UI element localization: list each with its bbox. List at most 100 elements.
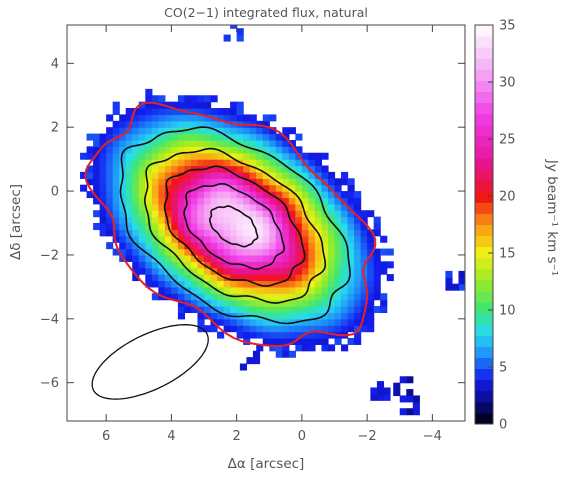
heatmap-cell [158, 286, 166, 294]
contour-line [84, 101, 377, 348]
colorbar-segment [475, 257, 493, 270]
heatmap-cell [197, 286, 205, 294]
heatmap-cell [367, 267, 375, 275]
heatmap-cell [171, 120, 179, 128]
heatmap-cell [256, 267, 264, 275]
heatmap-cell [269, 171, 277, 179]
heatmap-cell [197, 267, 205, 275]
heatmap-cell [177, 210, 186, 218]
heatmap-cell [341, 267, 349, 275]
colorbar-segment [475, 58, 493, 70]
heatmap-cell [125, 114, 133, 122]
heatmap-cell [282, 280, 290, 288]
heatmap-cell [282, 159, 290, 167]
heatmap-cell [308, 325, 316, 333]
heatmap-cell [184, 152, 192, 160]
heatmap-cell [341, 344, 349, 352]
heatmap-cell [308, 344, 316, 352]
heatmap-cell [256, 254, 264, 262]
heatmap-cell [106, 223, 114, 230]
heatmap-cell [321, 178, 329, 186]
heatmap-cell [145, 210, 153, 218]
heatmap-cell [321, 184, 329, 192]
heatmap-cell [145, 146, 153, 154]
heatmap-cell [243, 274, 251, 282]
heatmap-cell [275, 312, 283, 320]
heatmap-cell [158, 139, 166, 147]
heatmap-cell [184, 280, 192, 288]
heatmap-cell [249, 133, 257, 141]
heatmap-cell [230, 242, 238, 250]
colorbar-segment [475, 335, 493, 347]
heatmap-cell [138, 146, 146, 154]
heatmap-cell [314, 235, 323, 243]
heatmap-cell [164, 261, 172, 269]
heatmap-cell [132, 242, 140, 250]
heatmap-cell [334, 280, 342, 288]
heatmap-cell [354, 280, 362, 288]
heatmap-cell [367, 325, 375, 333]
contour-line [183, 182, 286, 270]
heatmap-cell [184, 306, 192, 314]
noise-cell [383, 387, 391, 395]
heatmap-cell [177, 120, 186, 128]
heatmap-cell [282, 312, 290, 320]
heatmap-cell [138, 216, 146, 224]
heatmap-cell [262, 261, 270, 269]
heatmap-cell [190, 191, 199, 199]
heatmap-cell [112, 101, 120, 109]
heatmap-cell [341, 318, 349, 326]
heatmap-cell [197, 261, 205, 269]
heatmap-cell [151, 114, 159, 122]
heatmap-cell [275, 242, 283, 250]
heatmap-cell [269, 203, 277, 211]
heatmap-cell [308, 318, 316, 326]
colorbar-segment [475, 47, 493, 59]
noise-cell [376, 393, 385, 401]
heatmap-cell [295, 274, 303, 282]
heatmap-cell [132, 191, 140, 199]
heatmap-cell [217, 178, 225, 186]
heatmap-cell [341, 306, 349, 314]
heatmap-cell [288, 191, 296, 199]
heatmap-cell [184, 229, 192, 237]
heatmap-cell [210, 139, 218, 147]
heatmap-cell [132, 261, 140, 269]
heatmap-cell [301, 337, 310, 345]
heatmap-cell [334, 197, 342, 205]
heatmap-cell [223, 216, 231, 224]
heatmap-cell [184, 127, 192, 135]
noise-cell [458, 270, 465, 278]
heatmap-cell [125, 216, 133, 224]
heatmap-cell [256, 312, 264, 320]
heatmap-cell [230, 101, 238, 109]
heatmap-cell [249, 223, 257, 230]
heatmap-cell [295, 242, 303, 250]
heatmap-cell [177, 114, 186, 122]
heatmap-cell [243, 114, 251, 122]
heatmap-cell [301, 331, 310, 339]
heatmap-cell [132, 146, 140, 154]
heatmap-cell [99, 203, 107, 211]
heatmap-cell [164, 286, 172, 294]
heatmap-cell [236, 331, 244, 339]
heatmap-cell [184, 146, 192, 154]
heatmap-cell [314, 325, 323, 333]
heatmap-cell [197, 274, 205, 282]
heatmap-cell [184, 293, 192, 301]
heatmap-cell [282, 171, 290, 179]
heatmap-cell [354, 331, 362, 339]
heatmap-cell [327, 306, 336, 314]
heatmap-cell [288, 280, 296, 288]
heatmap-cell [308, 184, 316, 192]
heatmap-cell [282, 139, 290, 147]
heatmap-cell [334, 223, 342, 230]
heatmap-cell [230, 114, 238, 122]
heatmap-cell [151, 293, 159, 301]
colorbar-segment [475, 401, 493, 414]
heatmap-cell [360, 216, 368, 224]
heatmap-cell [125, 133, 133, 141]
heatmap-cell [138, 248, 146, 256]
heatmap-cell [249, 139, 257, 147]
